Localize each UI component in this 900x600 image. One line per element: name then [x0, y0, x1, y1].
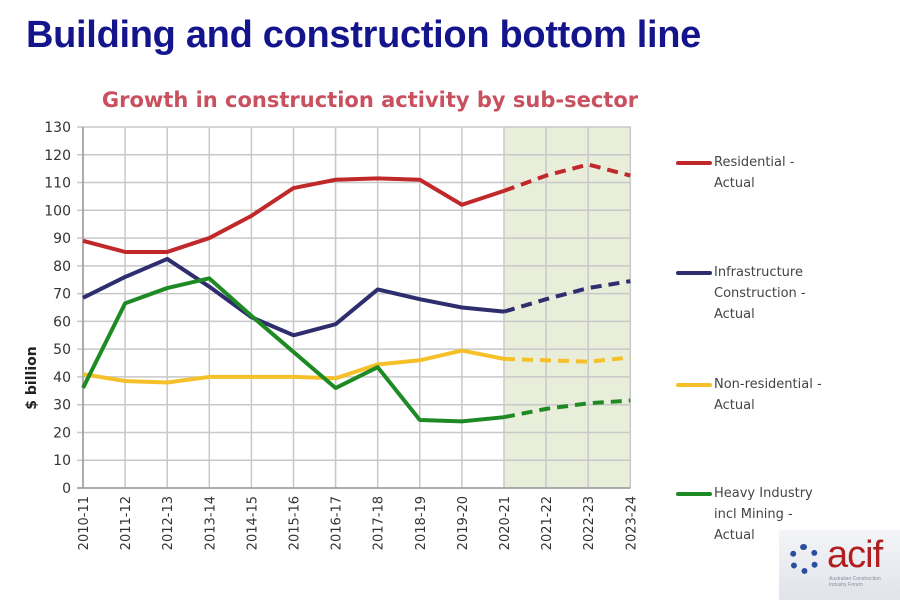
- x-tick-label: 2012-13: [161, 496, 176, 550]
- x-tick-label: 2019-20: [456, 496, 471, 550]
- y-tick-label: 130: [44, 120, 71, 136]
- x-tick-label: 2015-16: [288, 496, 303, 550]
- legend-swatch: [676, 492, 712, 496]
- legend-swatch: [676, 161, 712, 165]
- y-tick-label: 30: [53, 398, 71, 414]
- x-tick-label: 2023-24: [624, 496, 639, 550]
- y-axis-label: $ billion: [24, 346, 40, 409]
- x-tick-label: 2018-19: [414, 496, 429, 550]
- legend-label: Residential - Actual: [714, 155, 795, 191]
- logo-subtitle: Australian Construction Industry Forum: [829, 576, 881, 588]
- y-tick-label: 70: [53, 287, 71, 303]
- logo-wordmark: acif: [827, 534, 883, 576]
- y-tick-label: 120: [44, 148, 71, 164]
- series-3: [81, 276, 631, 424]
- series-line-forecast: [503, 279, 631, 314]
- x-tick-label: 2022-23: [582, 496, 597, 550]
- x-tick-label: 2011-12: [119, 496, 134, 550]
- chart-title: Growth in construction activity by sub-s…: [101, 88, 639, 112]
- legend-label: Infrastructure Construction - Actual: [714, 265, 806, 322]
- x-tick-label: 2010-11: [77, 496, 92, 550]
- y-tick-label: 80: [53, 259, 71, 275]
- series-1: [82, 256, 631, 338]
- series-line-forecast: [503, 355, 631, 364]
- legend-label: Non-residential - Actual: [714, 377, 822, 413]
- x-tick-label: 2016-17: [330, 496, 345, 550]
- x-tick-label: 2021-22: [540, 496, 555, 550]
- y-tick-label: 110: [44, 176, 71, 192]
- acif-logo: acif Australian Construction Industry Fo…: [779, 530, 900, 600]
- x-tick-label: 2017-18: [372, 496, 387, 550]
- legend-swatch: [676, 271, 712, 275]
- x-tick-label: 2014-15: [245, 496, 260, 550]
- x-tick-label: 2013-14: [203, 496, 218, 550]
- y-tick-label: 100: [44, 203, 71, 219]
- y-tick-label: 10: [53, 453, 71, 469]
- y-tick-label: 60: [53, 314, 71, 330]
- x-tick-label: 2020-21: [498, 496, 513, 550]
- logo-ring-icon: [789, 544, 819, 574]
- y-tick-label: 90: [53, 231, 71, 247]
- y-tick-label: 50: [53, 342, 71, 358]
- slide-title: Building and construction bottom line: [26, 14, 701, 56]
- y-tick-label: 40: [53, 370, 71, 386]
- y-tick-label: 0: [62, 481, 71, 497]
- y-tick-label: 20: [53, 425, 71, 441]
- series-2: [82, 348, 631, 385]
- series-line-forecast: [503, 398, 631, 420]
- legend-label: Heavy Industry incl Mining - Actual: [714, 486, 813, 543]
- legend-swatch: [676, 383, 712, 387]
- series-line-forecast: [503, 162, 631, 193]
- series-0: [82, 162, 631, 254]
- line-chart: 0 10 20 30 40 50 60 70 80 90 100 110 120 130 2010-11 20…: [24, 120, 639, 550]
